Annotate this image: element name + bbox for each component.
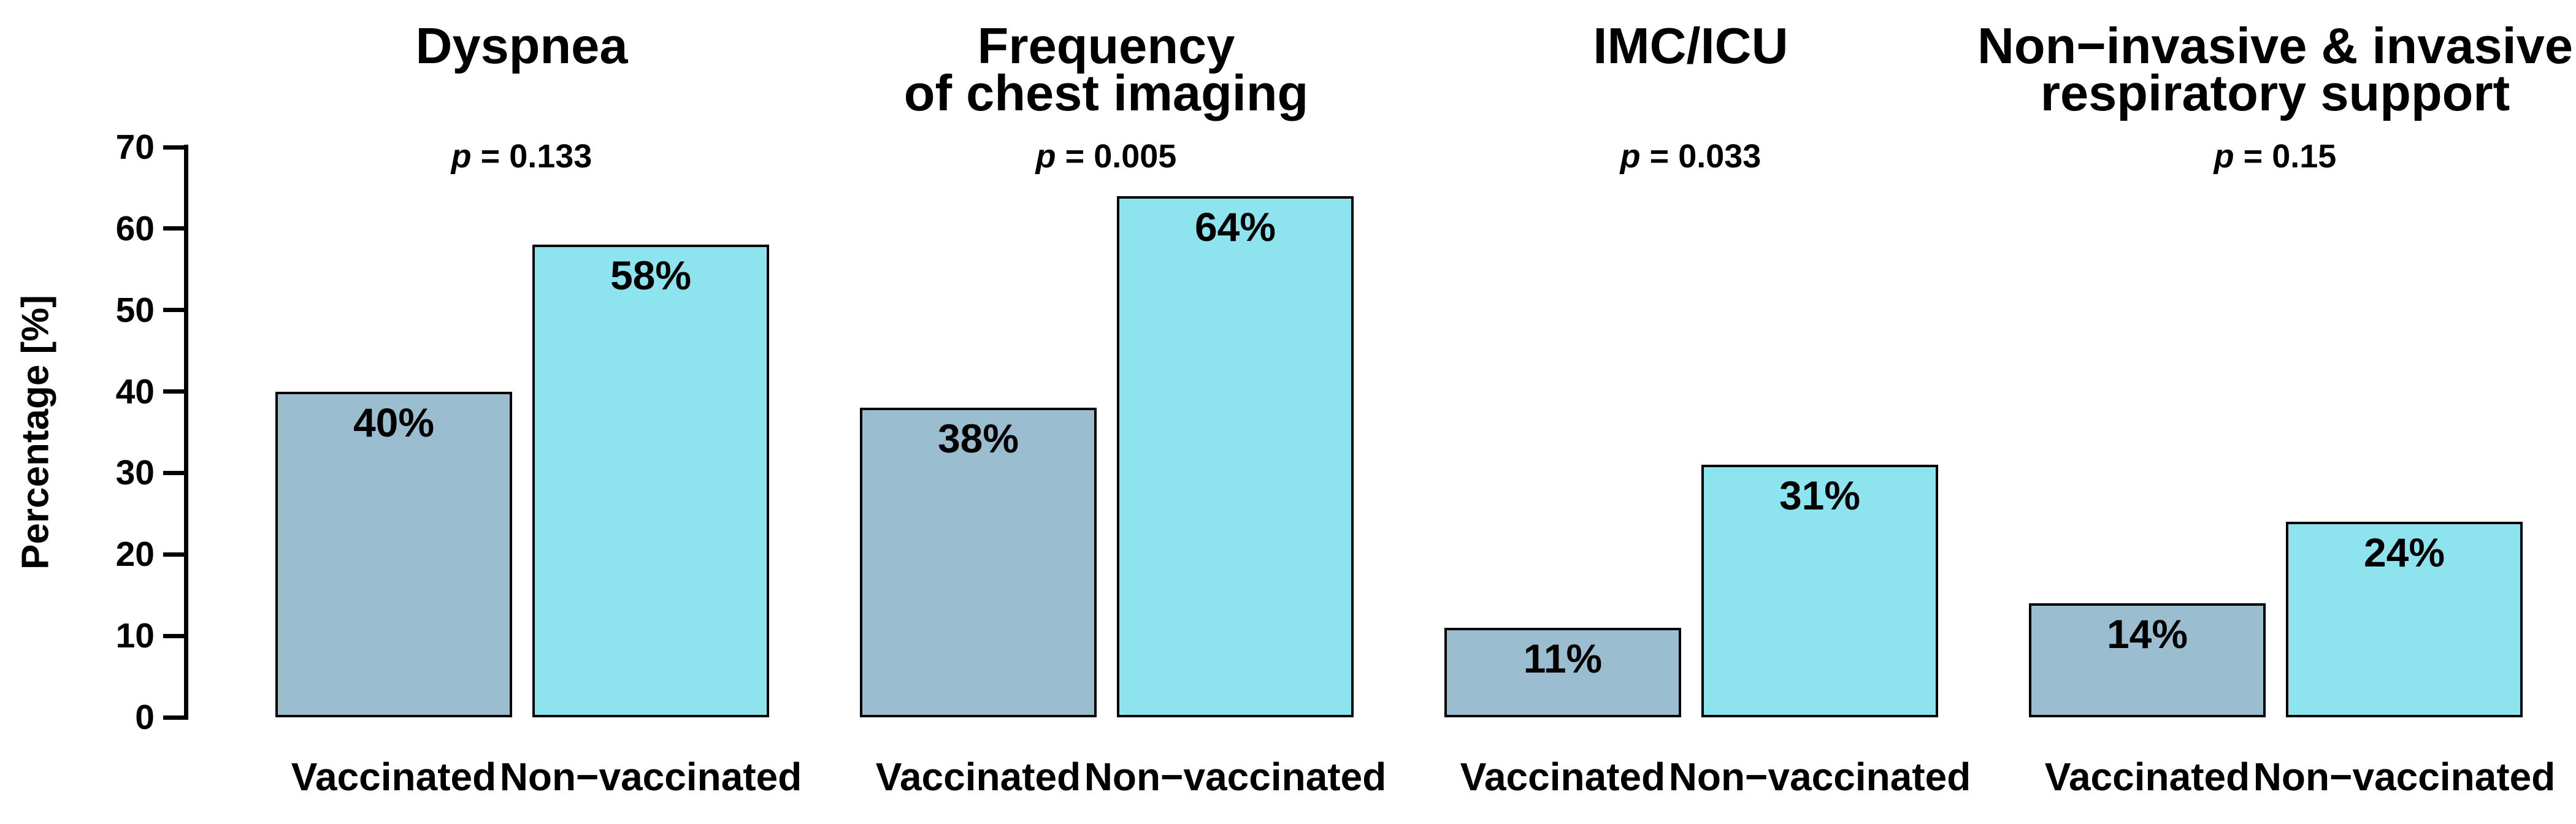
bar-vaccinated — [860, 408, 1097, 717]
y-tick — [163, 552, 186, 557]
p-symbol: p — [2214, 138, 2234, 175]
panel-title: IMC/ICU — [1593, 17, 1788, 74]
bar-non-vaccinated — [532, 245, 769, 717]
bar-non-vaccinated — [1701, 465, 1938, 717]
y-tick — [163, 715, 186, 720]
bar-value-label: 31% — [1779, 473, 1861, 518]
x-label-non-vaccinated: Non−vaccinated — [499, 755, 802, 799]
y-tick — [163, 389, 186, 394]
y-tick-label: 40 — [115, 372, 155, 411]
x-label-vaccinated: Vaccinated — [2044, 755, 2250, 799]
bar-value-label: 64% — [1194, 204, 1276, 250]
panel-title: Non−invasive & invasive respiratory supp… — [1977, 17, 2574, 121]
p-value: p = 0.15 — [2029, 138, 2521, 175]
bar-value-label: 58% — [610, 253, 692, 298]
panel-chest-imaging: Frequency of chest imaging p = 0.005 38%… — [860, 0, 1386, 824]
p-value: p = 0.133 — [275, 138, 768, 175]
p-number: = 0.005 — [1056, 138, 1177, 175]
x-label-vaccinated: Vaccinated — [1460, 755, 1666, 799]
bar-value-label: 11% — [1523, 636, 1603, 681]
panel-title: Frequency of chest imaging — [903, 17, 1309, 121]
y-tick — [163, 226, 186, 231]
bar-vaccinated — [275, 392, 512, 717]
bar-value-label: 24% — [2363, 530, 2445, 575]
p-symbol: p — [451, 138, 472, 175]
x-label-non-vaccinated: Non−vaccinated — [1084, 755, 1387, 799]
bar-vaccinated — [2029, 603, 2266, 717]
p-value: p = 0.033 — [1444, 138, 1937, 175]
y-tick-label: 20 — [115, 535, 155, 574]
bar-vaccinated — [1444, 628, 1681, 717]
bar-value-label: 40% — [353, 400, 435, 445]
bar-value-label: 38% — [937, 416, 1019, 461]
y-tick-label: 0 — [135, 698, 155, 737]
bar-non-vaccinated — [1117, 196, 1354, 717]
x-label-vaccinated: Vaccinated — [875, 755, 1081, 799]
y-tick — [163, 145, 186, 150]
p-number: = 0.133 — [471, 138, 592, 175]
x-label-non-vaccinated: Non−vaccinated — [1668, 755, 1971, 799]
y-tick-label: 60 — [115, 209, 155, 248]
y-tick-label: 70 — [115, 128, 155, 167]
p-value: p = 0.005 — [860, 138, 1352, 175]
x-label-non-vaccinated: Non−vaccinated — [2253, 755, 2556, 799]
bar-value-label: 14% — [2106, 611, 2188, 657]
p-number: = 0.033 — [1640, 138, 1761, 175]
y-axis-line — [184, 145, 188, 720]
panel-dyspnea: Dyspnea p = 0.133 40% 58% Vaccinated Non… — [275, 0, 802, 824]
y-tick-label: 30 — [115, 453, 155, 492]
y-tick — [163, 471, 186, 475]
x-label-vaccinated: Vaccinated — [291, 755, 497, 799]
p-symbol: p — [1035, 138, 1056, 175]
panel-title: Dyspnea — [415, 17, 628, 74]
y-tick — [163, 308, 186, 312]
p-number: = 0.15 — [2234, 138, 2337, 175]
y-tick — [163, 634, 186, 638]
p-symbol: p — [1620, 138, 1641, 175]
panel-imc-icu: IMC/ICU p = 0.033 11% 31% Vaccinated Non… — [1444, 0, 1971, 824]
y-tick-label: 10 — [115, 616, 155, 655]
y-axis-title: Percentage [%] — [14, 295, 57, 570]
bar-non-vaccinated — [2286, 522, 2523, 717]
panel-respiratory-support: Non−invasive & invasive respiratory supp… — [1977, 0, 2573, 824]
y-tick-label: 50 — [115, 291, 155, 330]
